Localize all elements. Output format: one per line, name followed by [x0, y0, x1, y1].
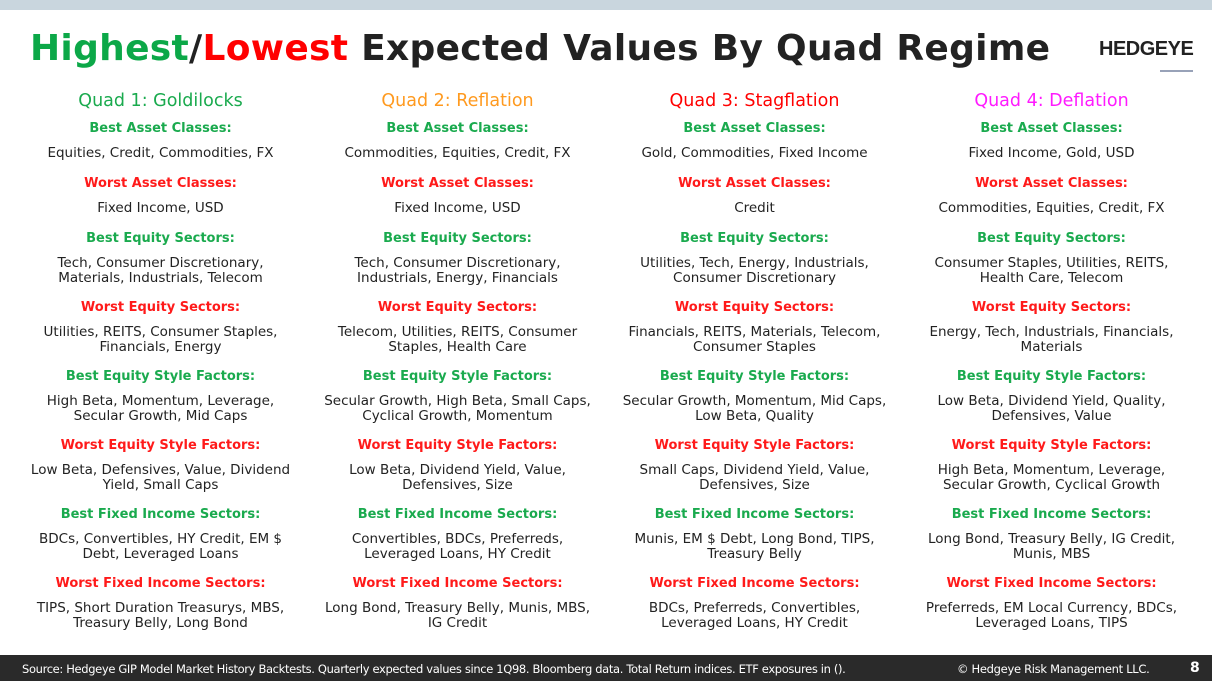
best-fixed-income-sectors-value: Long Bond, Treasury Belly, IG Credit, Mu… — [928, 531, 1175, 562]
worst-equity-sectors-value: Financials, REITS, Materials, Telecom, C… — [628, 324, 881, 355]
best-fixed-income-sectors-value: Munis, EM $ Debt, Long Bond, TIPS, Treas… — [634, 531, 875, 562]
worst-equity-style-factors-label: Worst Equity Style Factors: — [654, 438, 855, 453]
best-equity-style-factors-label: Best Equity Style Factors: — [362, 369, 553, 384]
best-equity-style-factors-value: High Beta, Momentum, Leverage, Secular G… — [46, 393, 275, 424]
best-fixed-income-sectors-label: Best Fixed Income Sectors: — [357, 507, 558, 522]
best-fixed-income-sectors-label: Best Fixed Income Sectors: — [951, 507, 1152, 522]
quad-2-title: Quad 2: Reflation — [381, 91, 534, 111]
worst-fixed-income-sectors-value: TIPS, Short Duration Treasurys, MBS, Tre… — [36, 600, 285, 631]
worst-equity-style-factors-label: Worst Equity Style Factors: — [951, 438, 1152, 453]
title-slash: / — [189, 28, 203, 69]
best-equity-style-factors-value: Secular Growth, Momentum, Mid Caps, Low … — [622, 393, 887, 424]
best-asset-classes-label: Best Asset Classes: — [980, 121, 1123, 136]
best-asset-classes-value: Gold, Commodities, Fixed Income — [641, 145, 868, 161]
best-asset-classes-value: Commodities, Equities, Credit, FX — [344, 145, 571, 161]
best-asset-classes-value: Fixed Income, Gold, USD — [968, 145, 1135, 161]
worst-equity-sectors-label: Worst Equity Sectors: — [80, 300, 241, 315]
best-fixed-income-sectors-label: Best Fixed Income Sectors: — [654, 507, 855, 522]
worst-equity-sectors-value: Telecom, Utilities, REITS, Consumer Stap… — [337, 324, 578, 355]
quad-4-title: Quad 4: Deflation — [974, 91, 1129, 111]
best-equity-style-factors-value: Low Beta, Dividend Yield, Quality, Defen… — [937, 393, 1166, 424]
worst-equity-sectors-label: Worst Equity Sectors: — [674, 300, 835, 315]
worst-equity-sectors-label: Worst Equity Sectors: — [971, 300, 1132, 315]
worst-equity-style-factors-value: Small Caps, Dividend Yield, Value, Defen… — [639, 462, 870, 493]
best-fixed-income-sectors-value: Convertibles, BDCs, Preferreds, Leverage… — [351, 531, 564, 562]
best-equity-style-factors-label: Best Equity Style Factors: — [65, 369, 256, 384]
worst-asset-classes-label: Worst Asset Classes: — [678, 176, 831, 191]
worst-fixed-income-sectors-label: Worst Fixed Income Sectors: — [55, 576, 266, 591]
quad-1-column: Quad 1: Goldilocks Best Asset Classes: E… — [12, 88, 309, 639]
top-accent-bar — [0, 0, 1212, 10]
hedgeye-logo: HEDGEYE — [1099, 38, 1194, 60]
worst-fixed-income-sectors-value: BDCs, Preferreds, Convertibles, Leverage… — [648, 600, 861, 631]
logo-underline — [1160, 70, 1193, 72]
best-equity-style-factors-label: Best Equity Style Factors: — [956, 369, 1147, 384]
best-equity-sectors-label: Best Equity Sectors: — [977, 231, 1126, 246]
worst-asset-classes-value: Credit — [734, 200, 775, 216]
best-equity-sectors-value: Tech, Consumer Discretionary, Materials,… — [57, 255, 264, 286]
best-equity-sectors-label: Best Equity Sectors: — [383, 231, 532, 246]
quad-3-column: Quad 3: Stagflation Best Asset Classes: … — [606, 88, 903, 639]
worst-fixed-income-sectors-label: Worst Fixed Income Sectors: — [649, 576, 860, 591]
footer-bar: Source: Hedgeye GIP Model Market History… — [0, 655, 1212, 681]
worst-asset-classes-value: Fixed Income, USD — [394, 200, 521, 216]
worst-equity-style-factors-label: Worst Equity Style Factors: — [357, 438, 558, 453]
quad-columns: Quad 1: Goldilocks Best Asset Classes: E… — [12, 88, 1200, 639]
quad-3-title: Quad 3: Stagflation — [669, 91, 840, 111]
worst-equity-sectors-value: Utilities, REITS, Consumer Staples, Fina… — [43, 324, 278, 355]
worst-asset-classes-value: Commodities, Equities, Credit, FX — [938, 200, 1165, 216]
best-equity-sectors-value: Consumer Staples, Utilities, REITS, Heal… — [934, 255, 1169, 286]
best-equity-sectors-value: Utilities, Tech, Energy, Industrials, Co… — [640, 255, 869, 286]
copyright-notice: © Hedgeye Risk Management LLC. — [957, 662, 1150, 676]
title-rest: Expected Values By Quad Regime — [348, 28, 1051, 69]
best-equity-sectors-label: Best Equity Sectors: — [680, 231, 829, 246]
best-fixed-income-sectors-value: BDCs, Convertibles, HY Credit, EM $ Debt… — [39, 531, 282, 562]
best-fixed-income-sectors-label: Best Fixed Income Sectors: — [60, 507, 261, 522]
title-highest: Highest — [30, 28, 190, 69]
worst-fixed-income-sectors-label: Worst Fixed Income Sectors: — [946, 576, 1157, 591]
worst-equity-sectors-value: Energy, Tech, Industrials, Financials, M… — [929, 324, 1174, 355]
worst-asset-classes-value: Fixed Income, USD — [97, 200, 224, 216]
page-number: 8 — [1190, 660, 1200, 676]
worst-fixed-income-sectors-value: Preferreds, EM Local Currency, BDCs, Lev… — [925, 600, 1178, 631]
worst-equity-style-factors-value: High Beta, Momentum, Leverage, Secular G… — [937, 462, 1166, 493]
worst-fixed-income-sectors-label: Worst Fixed Income Sectors: — [352, 576, 563, 591]
best-asset-classes-label: Best Asset Classes: — [89, 121, 232, 136]
worst-equity-style-factors-value: Low Beta, Defensives, Value, Dividend Yi… — [30, 462, 291, 493]
quad-1-title: Quad 1: Goldilocks — [78, 91, 243, 111]
worst-equity-style-factors-label: Worst Equity Style Factors: — [60, 438, 261, 453]
best-equity-style-factors-label: Best Equity Style Factors: — [659, 369, 850, 384]
worst-asset-classes-label: Worst Asset Classes: — [975, 176, 1128, 191]
page-title: Highest/Lowest Expected Values By Quad R… — [30, 28, 1050, 69]
best-equity-sectors-value: Tech, Consumer Discretionary, Industrial… — [354, 255, 561, 286]
best-equity-sectors-label: Best Equity Sectors: — [86, 231, 235, 246]
best-asset-classes-label: Best Asset Classes: — [386, 121, 529, 136]
best-asset-classes-label: Best Asset Classes: — [683, 121, 826, 136]
worst-asset-classes-label: Worst Asset Classes: — [84, 176, 237, 191]
quad-2-column: Quad 2: Reflation Best Asset Classes: Co… — [309, 88, 606, 639]
worst-equity-style-factors-value: Low Beta, Dividend Yield, Value, Defensi… — [349, 462, 566, 493]
title-lowest: Lowest — [202, 28, 349, 69]
worst-asset-classes-label: Worst Asset Classes: — [381, 176, 534, 191]
quad-4-column: Quad 4: Deflation Best Asset Classes: Fi… — [903, 88, 1200, 639]
source-note: Source: Hedgeye GIP Model Market History… — [22, 662, 846, 676]
best-equity-style-factors-value: Secular Growth, High Beta, Small Caps, C… — [324, 393, 591, 424]
worst-fixed-income-sectors-value: Long Bond, Treasury Belly, Munis, MBS, I… — [324, 600, 590, 631]
worst-equity-sectors-label: Worst Equity Sectors: — [377, 300, 538, 315]
best-asset-classes-value: Equities, Credit, Commodities, FX — [47, 145, 274, 161]
